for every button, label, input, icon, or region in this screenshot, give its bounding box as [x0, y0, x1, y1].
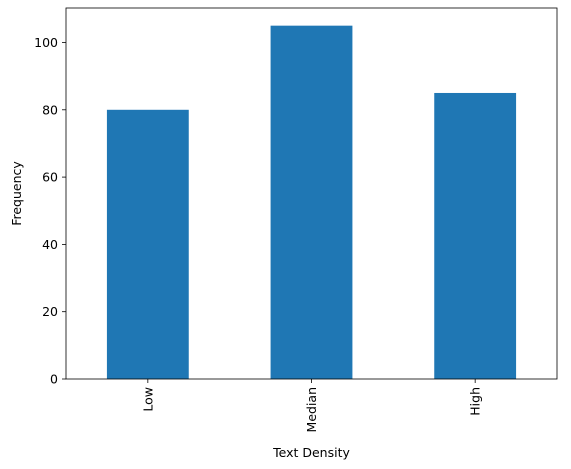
y-tick-label: 0: [50, 372, 58, 387]
bar-low: [106, 109, 189, 380]
x-ticks-group: Low Median High: [140, 379, 483, 432]
bars-group: [106, 25, 517, 380]
y-tick-label: 60: [42, 170, 58, 185]
bar-median: [270, 25, 353, 380]
x-tick-label: High: [468, 387, 483, 416]
y-tick-label: 80: [42, 102, 58, 117]
x-tick-label: Median: [304, 387, 319, 432]
x-axis-label: Text Density: [272, 445, 350, 460]
y-tick-label: 40: [42, 237, 58, 252]
bar-high: [434, 92, 517, 379]
plot-frame: [65, 7, 558, 380]
x-tick-label: Low: [140, 387, 155, 412]
y-tick-label: 20: [42, 304, 58, 319]
y-tick-label: 100: [34, 35, 58, 50]
y-ticks-group: 0 20 40 60 80 100: [34, 35, 66, 387]
y-axis-label: Frequency: [9, 161, 24, 226]
